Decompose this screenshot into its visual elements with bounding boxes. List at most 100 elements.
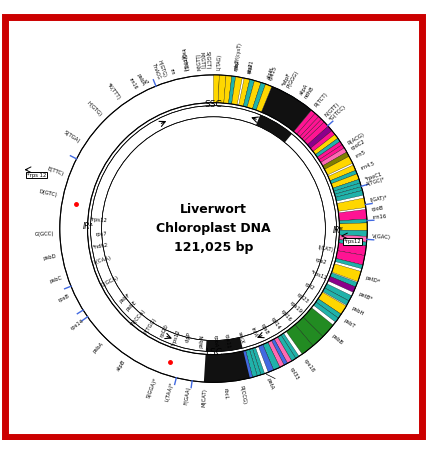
Wedge shape: [203, 351, 249, 382]
Text: *K(TTT): *K(TTT): [106, 82, 121, 101]
Wedge shape: [256, 115, 291, 142]
Wedge shape: [271, 339, 287, 365]
Text: psbD: psbD: [43, 254, 57, 261]
Wedge shape: [329, 170, 356, 184]
Text: rps19: rps19: [288, 301, 302, 315]
Text: rpl20: rpl20: [158, 323, 169, 338]
Text: A(TGC)*: A(TGC)*: [365, 177, 386, 187]
Text: Liverwort: Liverwort: [180, 203, 246, 216]
Text: N(GTT): N(GTT): [324, 101, 340, 118]
Wedge shape: [267, 341, 283, 367]
Text: rrn16: rrn16: [371, 214, 386, 220]
Wedge shape: [337, 243, 366, 255]
Text: F(GAA): F(GAA): [183, 386, 190, 405]
Wedge shape: [294, 317, 322, 346]
Text: petB*: petB*: [357, 291, 373, 302]
Wedge shape: [302, 308, 332, 337]
Text: ndhB: ndhB: [302, 86, 314, 100]
Wedge shape: [332, 179, 360, 191]
Wedge shape: [271, 92, 288, 119]
Wedge shape: [262, 342, 279, 370]
Wedge shape: [320, 148, 346, 166]
Wedge shape: [331, 264, 360, 282]
Text: rpoC2: rpoC2: [349, 139, 366, 151]
Wedge shape: [228, 76, 235, 104]
Wedge shape: [334, 258, 362, 269]
Text: L(TAG): L(TAG): [216, 53, 222, 70]
Text: rps15: rps15: [268, 65, 278, 81]
Wedge shape: [223, 76, 231, 104]
Wedge shape: [317, 141, 342, 160]
Text: rpsB: rpsB: [57, 294, 70, 303]
Text: psbA: psbA: [92, 342, 104, 354]
Text: H(GTG): H(GTG): [156, 59, 166, 78]
Wedge shape: [284, 101, 302, 126]
Wedge shape: [338, 235, 366, 242]
Text: rpl14: rpl14: [269, 317, 280, 331]
Wedge shape: [338, 240, 366, 246]
Text: IRᴮ: IRᴮ: [332, 226, 343, 235]
Text: IRᴬ: IRᴬ: [83, 222, 94, 231]
Text: H(GTG): H(GTG): [85, 101, 102, 118]
Text: *rps12: *rps12: [89, 217, 107, 224]
Wedge shape: [318, 145, 343, 163]
Text: psbB: psbB: [329, 333, 343, 346]
Wedge shape: [205, 337, 242, 352]
Text: C(GCA): C(GCA): [101, 275, 120, 288]
Wedge shape: [277, 335, 295, 361]
Text: mbpY(cysT): mbpY(cysT): [233, 42, 242, 71]
Text: L(CAA): L(CAA): [93, 255, 112, 265]
Wedge shape: [299, 116, 321, 139]
Wedge shape: [335, 190, 363, 201]
Wedge shape: [231, 353, 239, 381]
Wedge shape: [322, 152, 348, 169]
Text: P(GGG): P(GGG): [285, 70, 299, 89]
Text: rrn5: rrn5: [354, 149, 366, 159]
Text: Chloroplast DNA: Chloroplast DNA: [156, 222, 270, 235]
Wedge shape: [281, 99, 299, 125]
Wedge shape: [90, 106, 336, 352]
Text: I(GAT)*: I(GAT)*: [369, 196, 387, 203]
Text: secX: secX: [236, 331, 244, 345]
Text: psbC: psbC: [49, 275, 63, 284]
Text: trxC(chlL): trxC(chlL): [179, 48, 188, 72]
Text: *G(TCC): *G(TCC): [328, 104, 346, 122]
Wedge shape: [258, 345, 273, 372]
Text: *ndh2: *ndh2: [92, 243, 109, 250]
Wedge shape: [274, 94, 296, 123]
Wedge shape: [301, 119, 323, 141]
Text: V(GAC): V(GAC): [371, 235, 391, 241]
Text: rps7: rps7: [95, 231, 107, 237]
Text: *atpF: *atpF: [280, 72, 291, 87]
Text: M(CAT): M(CAT): [201, 388, 207, 407]
Wedge shape: [313, 302, 338, 322]
Text: psbT: psbT: [342, 318, 355, 329]
Text: L(TAA)*: L(TAA)*: [164, 382, 174, 402]
Wedge shape: [245, 349, 257, 377]
Text: clpP: clpP: [184, 332, 192, 343]
Wedge shape: [252, 82, 265, 110]
Text: psbF: psbF: [118, 292, 131, 304]
Text: E(TTC): E(TTC): [47, 166, 64, 177]
Wedge shape: [334, 187, 362, 198]
Text: psbN: psbN: [198, 334, 204, 348]
Text: rpl33: rpl33: [288, 367, 299, 381]
Text: *rpoC1: *rpoC1: [363, 171, 382, 182]
Text: S(GCT): S(GCT): [204, 51, 210, 70]
Text: infA: infA: [249, 327, 257, 338]
Text: rps21: rps21: [246, 59, 254, 74]
Text: S(TGA): S(TGA): [63, 130, 81, 144]
Wedge shape: [273, 337, 291, 363]
Wedge shape: [303, 122, 328, 145]
Text: rps18: rps18: [302, 358, 315, 373]
Wedge shape: [339, 223, 366, 231]
Wedge shape: [310, 130, 334, 151]
Wedge shape: [296, 113, 318, 137]
Text: *rps 12: *rps 12: [26, 173, 46, 178]
Wedge shape: [338, 209, 366, 221]
Text: S(GGA)*: S(GGA)*: [146, 376, 158, 399]
Text: rrn4.5: rrn4.5: [360, 161, 375, 171]
Text: rpl16: rpl16: [279, 308, 292, 323]
Wedge shape: [280, 333, 298, 358]
Text: petA: petA: [265, 377, 274, 391]
